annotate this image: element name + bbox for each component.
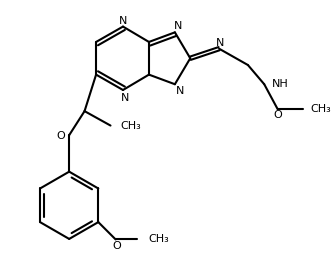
Text: O: O [273,110,282,120]
Text: CH₃: CH₃ [120,121,141,131]
Text: O: O [56,131,65,141]
Text: N: N [216,38,224,48]
Text: CH₃: CH₃ [310,104,331,114]
Text: CH₃: CH₃ [148,234,169,244]
Text: NH: NH [272,79,289,89]
Text: N: N [174,21,182,31]
Text: O: O [112,241,121,251]
Text: N: N [121,93,129,103]
Text: N: N [119,16,127,26]
Text: N: N [176,86,184,96]
